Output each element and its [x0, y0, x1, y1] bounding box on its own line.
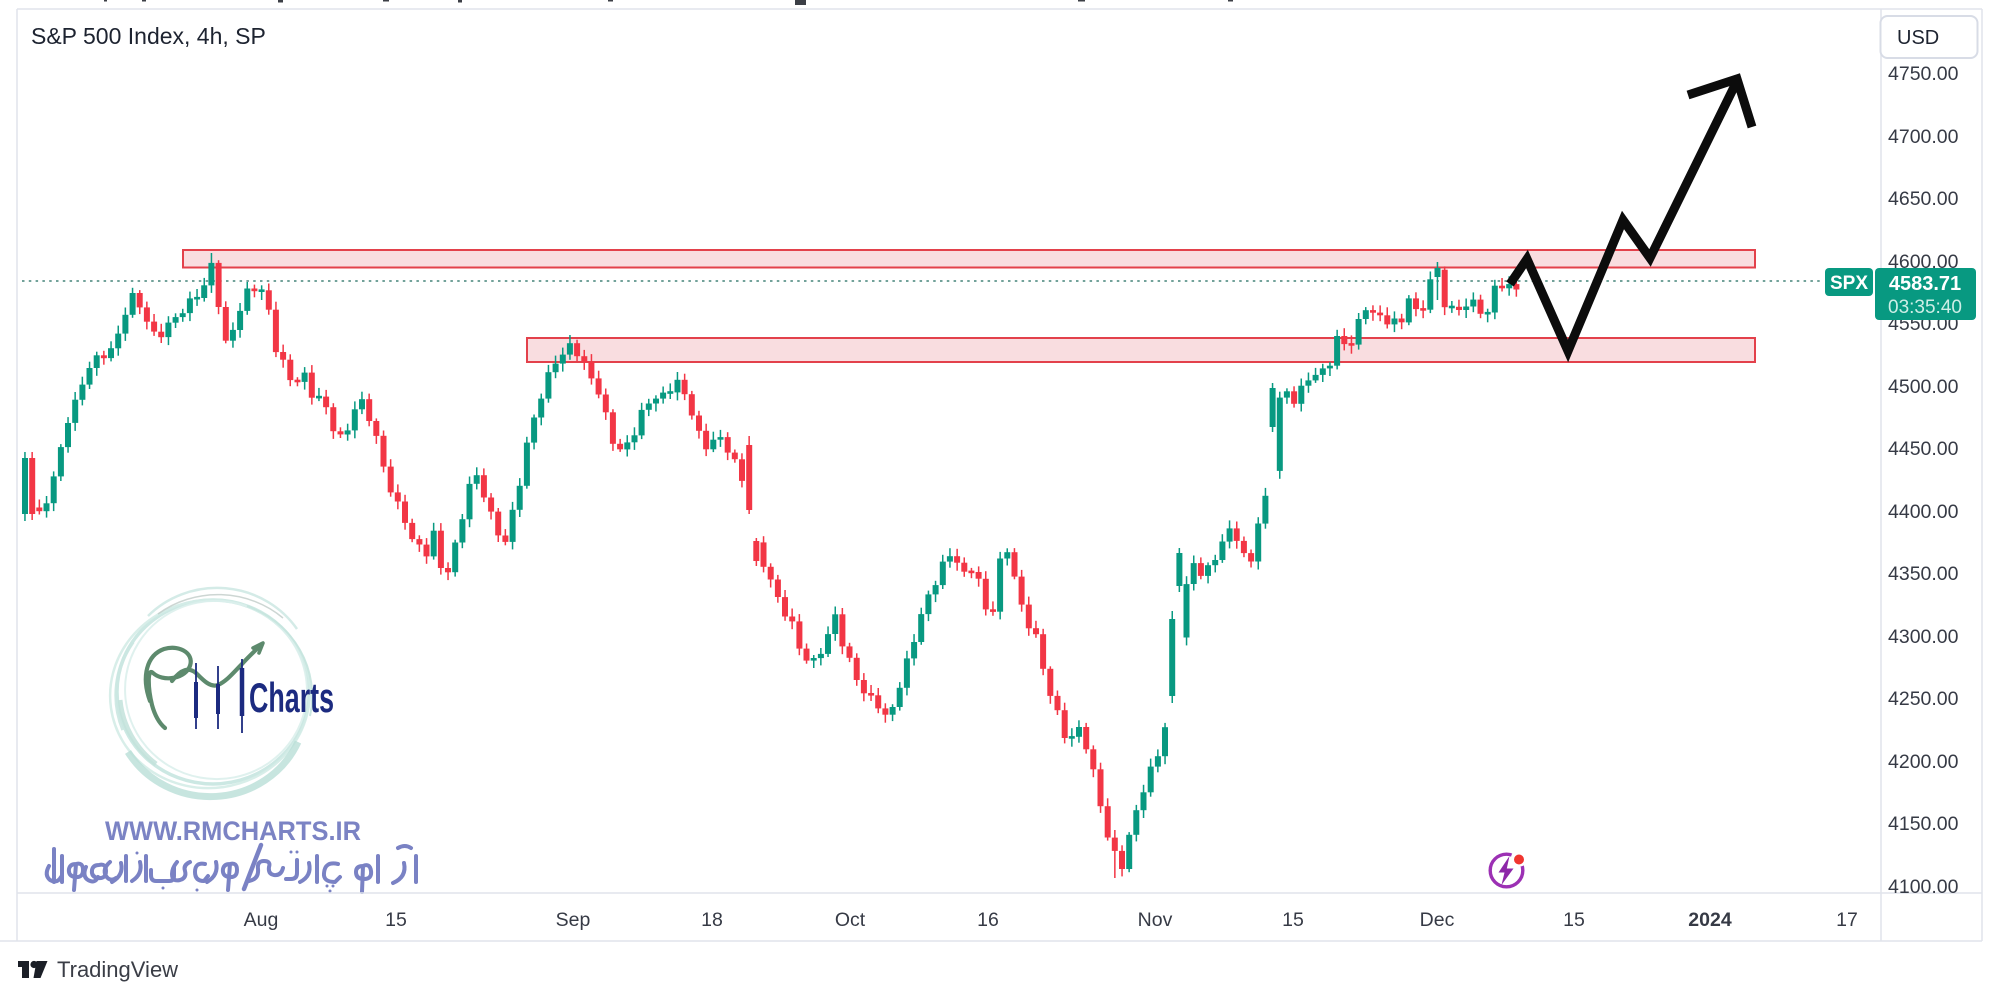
svg-text:16: 16	[977, 909, 999, 931]
svg-text:4200.00: 4200.00	[1888, 751, 1959, 773]
svg-text:17: 17	[1836, 909, 1858, 931]
svg-text:4350.00: 4350.00	[1888, 563, 1959, 585]
svg-text:4450.00: 4450.00	[1888, 438, 1959, 460]
svg-text:4650.00: 4650.00	[1888, 188, 1959, 210]
svg-text:S&P 500 Index, 4h, SP: S&P 500 Index, 4h, SP	[31, 23, 266, 49]
svg-text:4100.00: 4100.00	[1888, 876, 1959, 898]
svg-text:4700.00: 4700.00	[1888, 126, 1959, 148]
svg-text:4400.00: 4400.00	[1888, 501, 1959, 523]
svg-text:4250.00: 4250.00	[1888, 688, 1959, 710]
svg-text:Charts: Charts	[249, 674, 334, 721]
svg-text:4583.71: 4583.71	[1889, 273, 1961, 295]
svg-text:2024: 2024	[1688, 909, 1732, 931]
svg-text:15: 15	[385, 909, 407, 931]
svg-text:4600.00: 4600.00	[1888, 251, 1959, 273]
svg-text:15: 15	[1282, 909, 1304, 931]
svg-text:03:35:40: 03:35:40	[1888, 297, 1962, 318]
svg-text:SPX: SPX	[1830, 273, 1868, 294]
svg-text:TradingView: TradingView	[57, 957, 178, 982]
svg-text:18: 18	[701, 909, 723, 931]
svg-text:4750.00: 4750.00	[1888, 63, 1959, 85]
svg-text:Aug: Aug	[244, 909, 279, 931]
svg-text:4500.00: 4500.00	[1888, 376, 1959, 398]
svg-text:4300.00: 4300.00	[1888, 626, 1959, 648]
svg-text:Sep: Sep	[556, 909, 591, 931]
svg-text:Nov: Nov	[1138, 909, 1173, 931]
svg-text:USD: USD	[1897, 27, 1939, 49]
svg-text:4150.00: 4150.00	[1888, 813, 1959, 835]
svg-text:Dec: Dec	[1420, 909, 1455, 931]
svg-text:WWW.RMCHARTS.IR: WWW.RMCHARTS.IR	[105, 816, 361, 846]
svg-text:Oct: Oct	[835, 909, 866, 931]
svg-text:15: 15	[1563, 909, 1585, 931]
